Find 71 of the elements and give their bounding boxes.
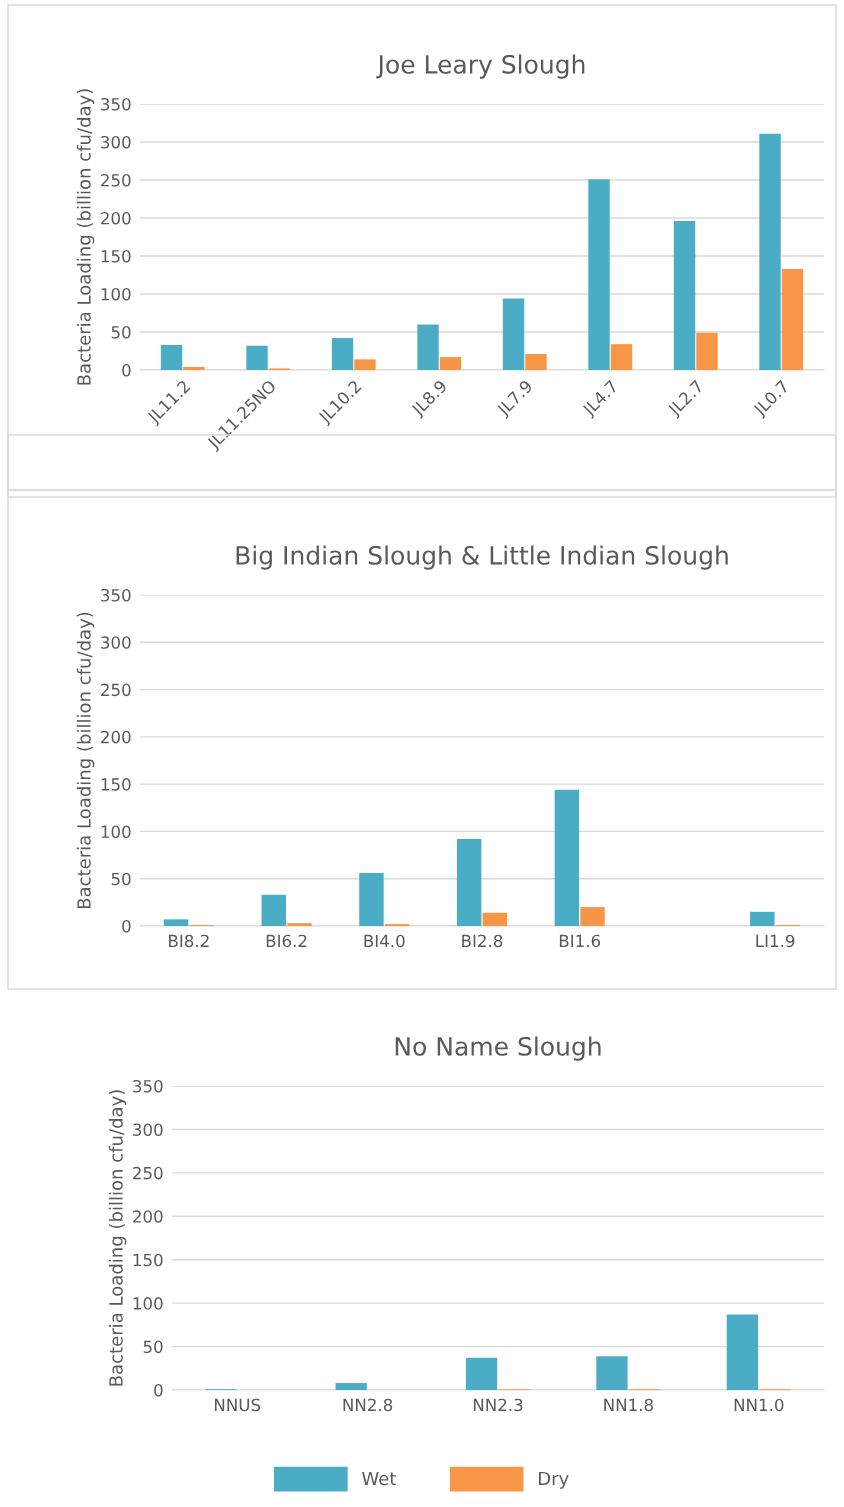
legend-label: Dry	[539, 1471, 569, 1489]
y-tick-label: 250	[101, 683, 131, 697]
x-tick-label: BI4.0	[364, 934, 405, 948]
bar	[287, 923, 312, 926]
y-tick-label: 50	[143, 1340, 163, 1354]
x-tick-label: BI6.2	[266, 934, 307, 948]
x-tick-label: NN1.8	[604, 1398, 653, 1412]
y-tick-label: 250	[101, 173, 131, 187]
bar	[465, 1357, 498, 1390]
y-tick-label: 150	[133, 1253, 163, 1267]
bar	[750, 911, 775, 926]
y-tick-label: 150	[101, 778, 131, 791]
x-tick-label: LI1.9	[756, 934, 795, 948]
x-tick-label: NN2.3	[473, 1398, 523, 1412]
bar	[417, 324, 439, 370]
bar	[696, 332, 718, 370]
y-tick-label: 300	[101, 636, 131, 649]
bar	[335, 1383, 367, 1390]
y-tick-label: 350	[133, 1079, 163, 1093]
bar	[781, 268, 804, 370]
y-axis-title: Bacteria Loading (billion cfu/day)	[76, 612, 95, 909]
legend-label: Wet	[362, 1471, 396, 1486]
bar	[596, 1356, 628, 1390]
y-tick-label: 100	[101, 825, 131, 838]
bar	[554, 789, 580, 926]
x-tick-label: BI8.2	[169, 934, 209, 948]
bar	[673, 221, 696, 370]
bar	[354, 359, 376, 370]
y-tick-label: 50	[111, 872, 131, 886]
y-tick-label: 100	[133, 1297, 163, 1310]
bar	[331, 338, 354, 370]
bar	[610, 344, 633, 370]
chart-title: No Name Slough	[395, 1036, 601, 1061]
bar	[482, 912, 508, 926]
bar	[183, 366, 205, 370]
bar	[588, 179, 610, 370]
y-tick-label: 300	[133, 1123, 163, 1136]
y-tick-label: 300	[101, 135, 131, 149]
y-tick-label: 150	[101, 249, 131, 263]
chart-title: Big Indian Slough & Little Indian Slough	[236, 545, 728, 570]
x-tick-label: NN2.8	[343, 1398, 393, 1412]
bar	[246, 345, 268, 370]
bar	[160, 344, 183, 370]
x-tick-label: NNUS	[214, 1398, 261, 1412]
y-tick-label: 100	[101, 287, 131, 301]
bar	[163, 919, 189, 926]
y-tick-label: 350	[101, 588, 131, 602]
x-tick-label: BI2.8	[462, 934, 503, 948]
y-tick-label: 0	[122, 919, 131, 933]
y-tick-label: 0	[122, 363, 131, 377]
y-tick-label: 250	[133, 1166, 163, 1180]
y-tick-label: 200	[133, 1210, 163, 1223]
bar	[580, 907, 605, 926]
y-tick-label: 0	[154, 1383, 163, 1397]
x-tick-label: NN1.0	[734, 1398, 784, 1412]
y-tick-label: 200	[101, 730, 131, 744]
x-tick-label: BI1.6	[559, 934, 601, 948]
bar	[359, 873, 384, 926]
chart-title: Joe Leary Slough	[376, 54, 585, 79]
bar	[456, 838, 482, 926]
y-axis-title: Bacteria Loading (billion cfu/day)	[76, 89, 95, 385]
bar	[726, 1314, 759, 1390]
y-axis-title: Bacteria Loading (billion cfu/day)	[108, 1090, 127, 1386]
bar	[261, 894, 286, 926]
bar	[439, 357, 462, 370]
y-tick-label: 200	[101, 211, 131, 225]
bar	[525, 354, 547, 370]
y-tick-label: 350	[101, 97, 131, 111]
bar	[502, 298, 525, 370]
y-tick-label: 50	[111, 325, 131, 339]
bar	[759, 133, 781, 370]
